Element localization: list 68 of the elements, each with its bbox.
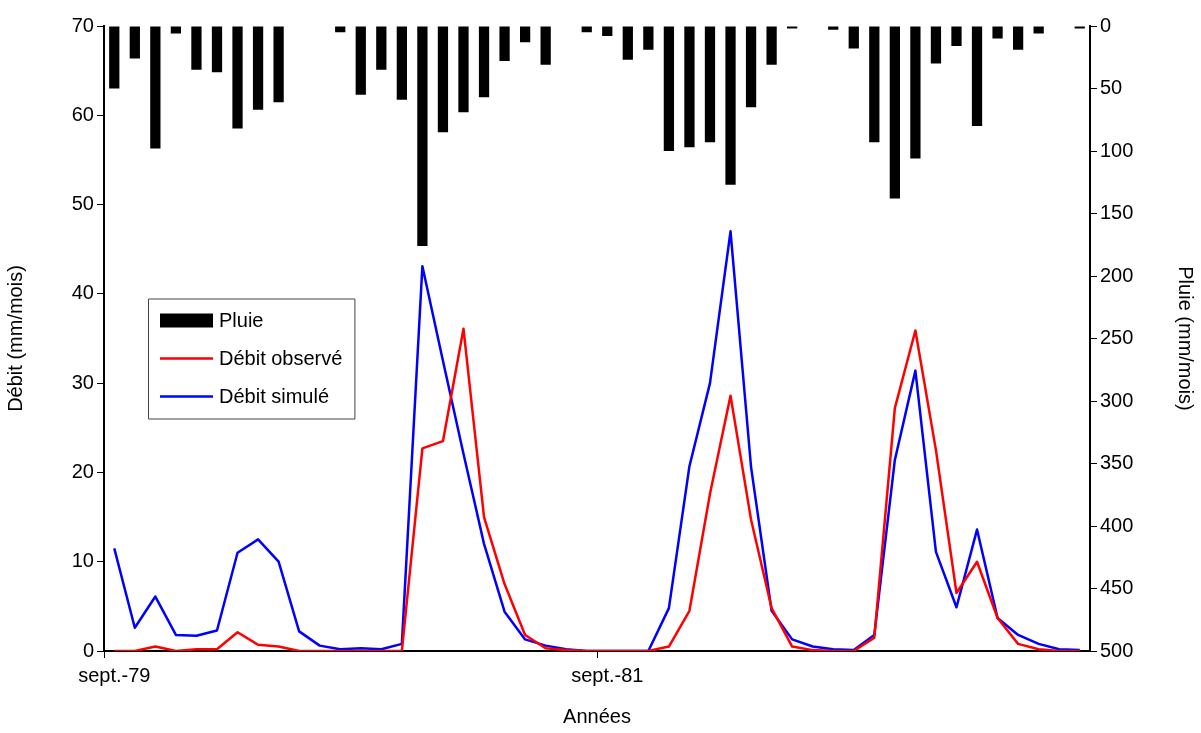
y-axis-title: Débit (mm/mois)	[3, 265, 26, 412]
bar	[252, 26, 264, 110]
bar	[396, 26, 407, 100]
bar	[417, 26, 428, 246]
bar	[971, 26, 983, 126]
bar	[602, 26, 613, 36]
legend-label: Pluie	[219, 309, 264, 332]
bar	[622, 26, 633, 60]
y-tick-label: 30	[71, 370, 94, 393]
bar	[376, 26, 387, 70]
bar	[643, 26, 654, 50]
bar	[211, 26, 223, 73]
bar	[170, 26, 182, 34]
y-tick-label: 60	[71, 102, 94, 125]
bar	[273, 26, 284, 103]
bar	[787, 26, 798, 29]
bar	[745, 26, 757, 108]
bar	[191, 26, 202, 70]
bar	[766, 26, 777, 65]
legend-label: Débit observé	[219, 347, 343, 370]
y2-tick-label: 350	[1100, 451, 1134, 474]
y2-tick-label: 450	[1100, 576, 1134, 599]
bar	[910, 26, 921, 159]
bar	[232, 26, 243, 129]
x-axis-title: Années	[563, 704, 631, 727]
y-tick-label: 20	[71, 459, 94, 482]
bar	[540, 26, 551, 65]
y2-tick-label: 200	[1100, 263, 1134, 286]
y2-tick-label: 500	[1100, 638, 1134, 661]
bar	[1033, 26, 1044, 34]
y2-tick-label: 400	[1100, 513, 1134, 536]
y-tick-label: 10	[71, 549, 94, 572]
y-tick-label: 70	[71, 13, 94, 36]
bar	[848, 26, 859, 49]
bar	[663, 26, 675, 151]
bar	[828, 26, 839, 30]
bar	[992, 26, 1003, 39]
x-tick-label: sept.-79	[78, 663, 151, 686]
bar	[458, 26, 469, 113]
y2-tick-label: 150	[1100, 201, 1134, 224]
y-tick-label: 40	[71, 281, 94, 304]
bar	[129, 26, 140, 59]
y-tick-label: 50	[71, 192, 94, 215]
y2-tick-label: 50	[1100, 76, 1123, 99]
legend-label: Débit simulé	[219, 385, 330, 408]
bar	[869, 26, 880, 143]
bar	[109, 26, 120, 89]
y2-tick-label: 100	[1100, 138, 1134, 161]
bar	[437, 26, 449, 133]
y2-tick-label: 0	[1100, 13, 1112, 36]
y-tick-label: 0	[82, 638, 94, 661]
bar	[930, 26, 942, 64]
bar	[150, 26, 161, 149]
y2-axis-title: Pluie (mm/mois)	[1175, 266, 1198, 411]
x-tick-label: sept.-81	[571, 663, 644, 686]
bar	[1012, 26, 1024, 50]
bar	[704, 26, 716, 143]
y2-tick-label: 250	[1100, 326, 1134, 349]
bar	[499, 26, 510, 61]
bar	[478, 26, 490, 98]
y2-tick-label: 300	[1100, 388, 1134, 411]
bar	[951, 26, 962, 46]
bar	[355, 26, 366, 95]
bar	[1074, 26, 1085, 29]
bar	[519, 26, 531, 43]
bar	[725, 26, 736, 185]
bar	[684, 26, 695, 148]
bar	[889, 26, 900, 199]
